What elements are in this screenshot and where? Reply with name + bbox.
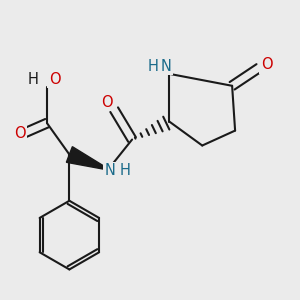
Text: O: O xyxy=(14,126,26,141)
Text: O: O xyxy=(261,57,272,72)
Text: H: H xyxy=(148,59,158,74)
Polygon shape xyxy=(66,147,108,170)
Text: O: O xyxy=(49,72,60,87)
Text: N: N xyxy=(161,59,172,74)
Text: H: H xyxy=(119,164,130,178)
Text: H: H xyxy=(28,72,39,87)
Text: O: O xyxy=(101,95,112,110)
Text: N: N xyxy=(104,164,115,178)
